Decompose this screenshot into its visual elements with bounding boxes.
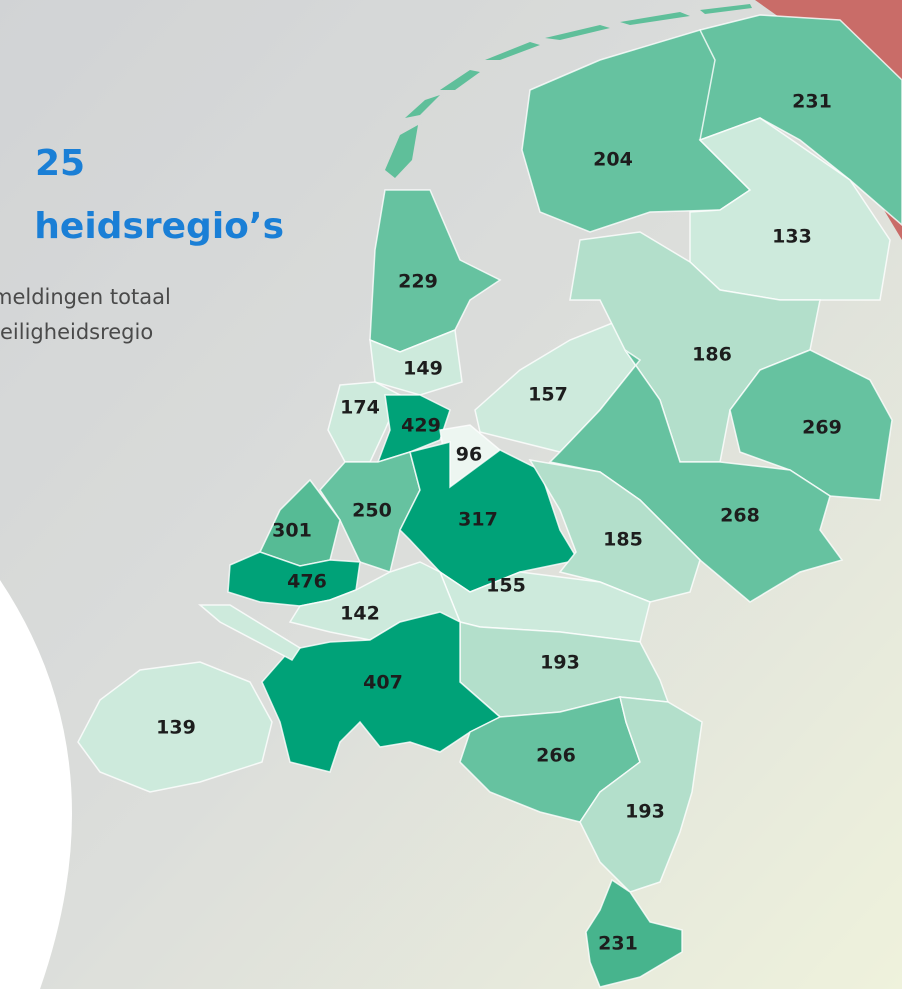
region-value: 229 [398, 271, 438, 293]
region-value: 317 [458, 509, 498, 531]
region-value: 155 [486, 575, 526, 597]
region-value: 193 [540, 652, 580, 674]
region-value: 266 [536, 745, 576, 767]
region-value: 174 [340, 397, 380, 419]
region-value: 250 [352, 500, 392, 522]
region-value: 231 [792, 91, 832, 113]
region-value: 139 [156, 717, 196, 739]
region-value: 149 [403, 358, 443, 380]
region-value: 268 [720, 505, 760, 527]
title: heidsregio’s [34, 206, 284, 247]
region-value: 157 [528, 384, 568, 406]
subtitle-line: meldingen totaal [0, 285, 171, 309]
page: 25 heidsregio’s meldingen totaal eilighe… [0, 0, 902, 989]
region-value: 476 [287, 571, 327, 593]
region-value: 186 [692, 344, 732, 366]
region-value: 407 [363, 672, 403, 694]
region-value: 142 [340, 603, 380, 625]
count: 25 [35, 143, 85, 184]
region-value: 269 [802, 417, 842, 439]
subtitle-line: eiligheidsregio [0, 320, 153, 344]
region-value: 429 [401, 415, 441, 437]
region-value: 133 [772, 226, 812, 248]
region-value: 96 [456, 444, 482, 466]
region-value: 231 [598, 933, 638, 955]
region-value: 301 [272, 520, 312, 542]
region-value: 193 [625, 801, 665, 823]
region-value: 185 [603, 529, 643, 551]
region-value: 204 [593, 149, 633, 171]
